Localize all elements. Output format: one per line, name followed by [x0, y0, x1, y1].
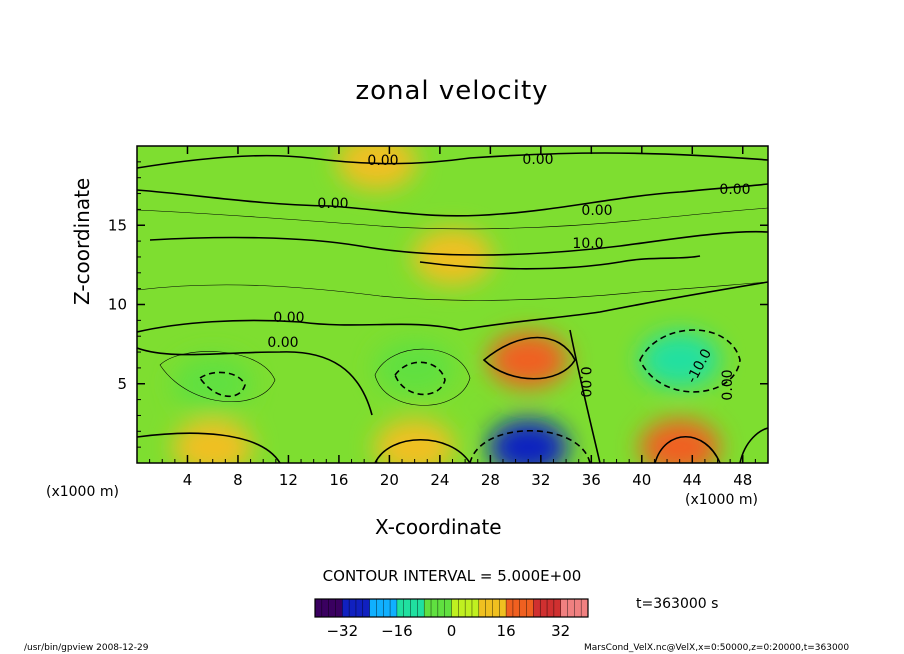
colorbar-tick-label-2: 0 — [447, 622, 457, 640]
colorbar-segment-0 — [315, 599, 343, 617]
field-feature-8 — [412, 228, 493, 285]
x-tick-label-0: 4 — [183, 471, 193, 489]
colorbar-segment-8 — [533, 599, 562, 617]
contour-interval-text: CONTOUR INTERVAL = 5.000E+00 — [322, 567, 582, 585]
contour-label-3: 0.00 — [581, 203, 612, 219]
x-tick-label-7: 32 — [531, 471, 550, 489]
field-feature-5 — [639, 419, 720, 463]
x-axis-label: X-coordinate — [375, 515, 502, 539]
negative-contour-lines — [198, 329, 741, 463]
contour-label-0: 0.00 — [367, 153, 398, 169]
x-tick-label-6: 28 — [481, 471, 500, 489]
x-tick-label-1: 8 — [233, 471, 243, 489]
field-feature-1 — [639, 331, 720, 388]
footer-left: /usr/bin/gpview 2008-12-29 — [24, 643, 149, 653]
contour-lines — [137, 152, 768, 463]
thin-contour-lines — [137, 207, 768, 406]
contour-label-4: 10.0 — [572, 236, 603, 252]
contour-label-7: 0.00 — [577, 366, 593, 397]
colorbar-segment-3 — [396, 599, 425, 617]
field-feature-0 — [488, 419, 569, 463]
x-tick-label-10: 44 — [683, 471, 702, 489]
contour-label-5: 0.00 — [273, 310, 304, 326]
field-feature-6 — [374, 419, 455, 463]
x-tick-label-9: 40 — [632, 471, 651, 489]
colorbar-tick-label-4: 32 — [551, 622, 570, 640]
x-unit-label-right: (x1000 m) — [685, 492, 758, 508]
x-tick-label-2: 12 — [279, 471, 298, 489]
contour-label-6: 0.00 — [267, 335, 298, 351]
x-tick-label-3: 16 — [329, 471, 348, 489]
colorbar-segment-6 — [478, 599, 507, 617]
colorbar-segment-4 — [424, 599, 452, 617]
x-tick-label-11: 48 — [733, 471, 752, 489]
colorbar-segment-5 — [451, 599, 480, 617]
colorbar-segment-2 — [369, 599, 398, 617]
contour-label-10: 0.00 — [522, 152, 553, 168]
colorbar-segment-7 — [506, 599, 534, 617]
x-tick-label-4: 20 — [380, 471, 399, 489]
x-tick-label-8: 36 — [582, 471, 601, 489]
x-unit-label-left: (x1000 m) — [46, 484, 119, 500]
colorbar-segment-9 — [560, 599, 589, 617]
colorbar-tick-label-1: −16 — [381, 622, 413, 640]
y-axis-label: Z-coordinate — [70, 177, 94, 305]
y-tick-label-0: 5 — [117, 375, 127, 393]
field-feature-3 — [374, 339, 455, 396]
colorbar-segment-1 — [342, 599, 371, 617]
colorbar-tick-label-3: 16 — [497, 622, 516, 640]
field-feature-2 — [172, 355, 253, 412]
contour-label-2: 0.00 — [719, 182, 750, 198]
plot-background — [137, 146, 768, 463]
field-feature-9 — [336, 146, 417, 190]
contour-label-1: 0.00 — [317, 196, 348, 212]
contour-label-9: 0.00 — [720, 369, 736, 400]
x-tick-label-5: 24 — [430, 471, 449, 489]
field-feature-7 — [172, 419, 253, 463]
y-tick-label-1: 10 — [108, 296, 127, 314]
colorbar-frame — [314, 598, 589, 618]
time-label: t=363000 s — [636, 596, 719, 612]
colorbar-tick-label-0: −32 — [326, 622, 358, 640]
chart-title: zonal velocity — [355, 76, 549, 106]
y-tick-label-2: 15 — [108, 216, 127, 234]
footer-right: MarsCond_VelX.nc@VelX,x=0:50000,z=0:2000… — [584, 643, 850, 653]
